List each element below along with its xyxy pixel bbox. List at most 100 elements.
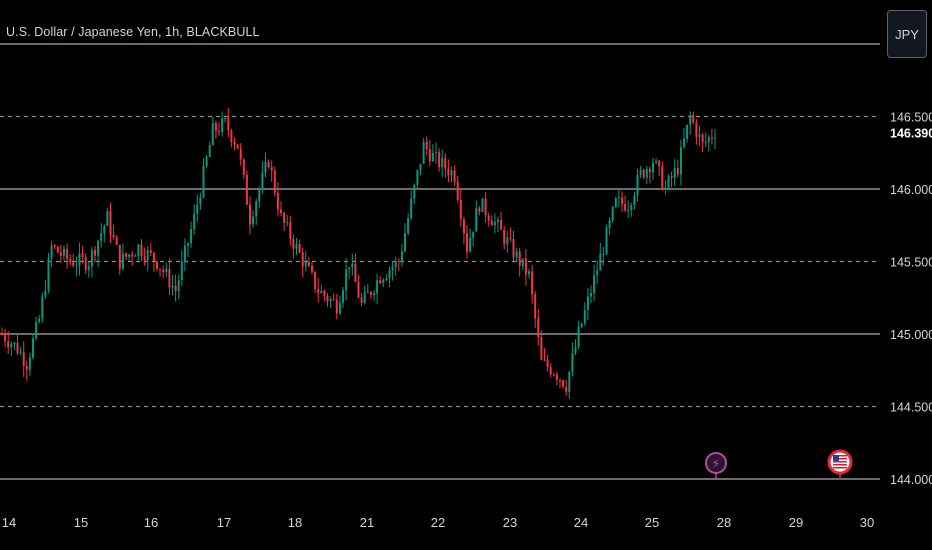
candle	[453, 165, 456, 187]
candle-body	[72, 262, 75, 267]
candle	[25, 360, 28, 381]
candle-body	[115, 236, 118, 245]
candle	[221, 111, 224, 137]
candle-body	[190, 229, 193, 244]
candle	[137, 243, 140, 261]
candle	[369, 290, 372, 299]
candle	[388, 266, 391, 288]
candle	[28, 352, 31, 376]
us-flag-icon	[833, 455, 839, 461]
candle-body	[59, 252, 62, 256]
candle-body	[63, 248, 65, 256]
candle	[255, 198, 258, 226]
candle-body	[270, 167, 273, 171]
candle-body	[242, 159, 245, 175]
candle-body	[701, 134, 704, 143]
candle-body	[667, 176, 670, 188]
candle	[332, 293, 335, 301]
currency-button[interactable]: JPY	[887, 10, 927, 58]
candle-body	[47, 258, 50, 291]
candle	[484, 191, 487, 223]
candle	[382, 278, 385, 287]
candle	[599, 242, 602, 271]
economic-event-marker[interactable]	[827, 449, 853, 480]
candle	[329, 296, 332, 308]
candle-body	[397, 260, 400, 263]
time-tick-label: 14	[2, 515, 16, 530]
candle	[624, 195, 627, 213]
candle	[565, 379, 568, 396]
candle-body	[10, 344, 13, 348]
candle-body	[252, 216, 255, 225]
candle-body	[323, 290, 326, 296]
price-axis[interactable]: 144.000 144.500 145.000 145.500 146.000 146.3…	[886, 111, 932, 488]
candle-body	[214, 123, 217, 132]
symbol-title[interactable]: U.S. Dollar / Japanese Yen, 1h, BLACKBUL…	[6, 25, 260, 39]
candle-body	[345, 269, 348, 291]
candle	[87, 261, 90, 278]
candle-body	[497, 219, 499, 222]
candle-body	[53, 245, 56, 247]
candle-body	[518, 251, 521, 266]
time-tick-label: 25	[645, 515, 659, 530]
candle	[125, 252, 127, 261]
price-tick-label: 146.000	[890, 183, 932, 197]
candle-body	[360, 297, 363, 303]
candle-body	[679, 147, 682, 175]
candle	[335, 294, 338, 320]
candle	[270, 160, 273, 182]
candle-body	[342, 290, 344, 303]
candle-body	[540, 336, 543, 360]
candle	[391, 261, 394, 281]
candle-body	[500, 219, 503, 230]
candle-body	[608, 220, 611, 228]
candle	[289, 215, 292, 246]
candle-body	[645, 169, 648, 178]
candle	[149, 242, 152, 256]
candle	[444, 153, 447, 178]
candle-body	[438, 151, 441, 168]
candle	[242, 158, 245, 180]
candle-body	[388, 270, 391, 278]
candle	[617, 188, 620, 208]
event-markers[interactable]: ⚡	[705, 449, 853, 480]
candle-body	[177, 279, 180, 292]
candle-body	[273, 170, 276, 193]
candle	[701, 133, 704, 153]
candle-body	[25, 365, 28, 370]
candle	[94, 245, 96, 263]
candle	[698, 125, 701, 146]
candle-body	[596, 270, 599, 276]
candle	[1, 327, 3, 336]
candle-body	[704, 141, 707, 143]
candle	[602, 246, 605, 266]
candle-body	[196, 204, 199, 214]
candle-body	[714, 137, 716, 139]
candle	[183, 238, 186, 271]
candle-body	[425, 141, 428, 150]
candle-body	[81, 253, 84, 258]
candle-body	[555, 374, 558, 380]
candle-body	[301, 252, 304, 267]
candle-body	[307, 261, 310, 267]
candle	[283, 211, 286, 231]
candle	[710, 128, 713, 145]
candle	[621, 191, 623, 212]
candle	[72, 253, 75, 268]
candle-body	[146, 250, 149, 261]
candle-body	[326, 295, 329, 302]
candle-body	[695, 122, 698, 138]
candle	[515, 247, 518, 262]
time-axis[interactable]: 14 15 16 17 18 21 22 23 24 25 28 29 30	[2, 515, 874, 530]
candle	[298, 239, 301, 254]
candle	[645, 165, 648, 185]
price-tick-label: 145.000	[890, 328, 932, 342]
dividend-event-marker[interactable]: ⚡	[705, 452, 727, 480]
candle	[524, 248, 527, 286]
time-tick-label: 18	[288, 515, 302, 530]
candle	[490, 215, 493, 226]
candle	[10, 340, 13, 357]
candle	[109, 202, 112, 243]
candle-body	[13, 342, 16, 345]
